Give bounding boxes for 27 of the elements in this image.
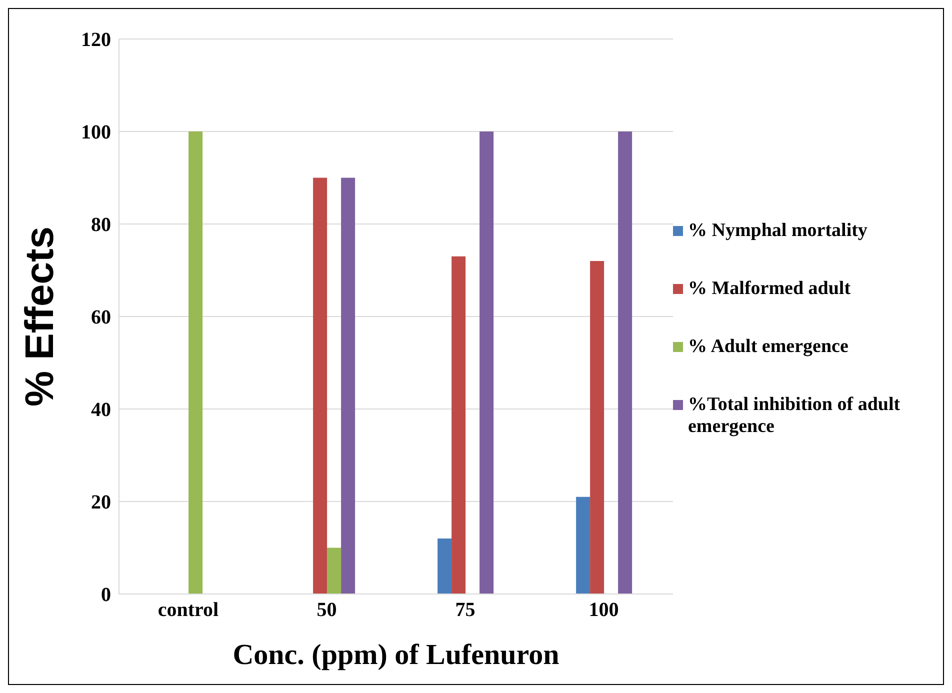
x-tick-label: control — [158, 599, 220, 622]
y-tick-label: 60 — [91, 306, 111, 329]
legend-label: % Adult emergence — [688, 336, 848, 358]
legend-label: %Total inhibition of adult emergence — [688, 394, 902, 438]
y-tick-label: 0 — [101, 584, 111, 606]
x-tick-label: 75 — [455, 599, 476, 622]
y-tick-label: 100 — [81, 122, 111, 144]
bar — [452, 256, 466, 594]
x-tick-label: 100 — [588, 599, 619, 622]
bar — [590, 261, 604, 594]
bar — [327, 548, 342, 594]
y-tick-label: 80 — [91, 214, 111, 236]
y-axis-title: % Effects — [18, 226, 62, 407]
y-tick-label: 20 — [91, 492, 111, 514]
bar — [618, 132, 632, 594]
bar — [438, 538, 452, 594]
bar — [188, 132, 203, 594]
y-tick-label: 40 — [91, 399, 111, 422]
x-tick-label: 50 — [316, 599, 337, 622]
bar — [341, 178, 356, 594]
bar — [313, 178, 328, 594]
legend-label: % Malformed adult — [688, 278, 851, 300]
y-tick-label: 120 — [81, 29, 111, 52]
bar — [576, 496, 590, 594]
bar — [480, 132, 494, 594]
x-axis-title: Conc. (ppm) of Lufenuron — [232, 639, 560, 671]
legend-label: % Nymphal mortality — [688, 220, 868, 242]
